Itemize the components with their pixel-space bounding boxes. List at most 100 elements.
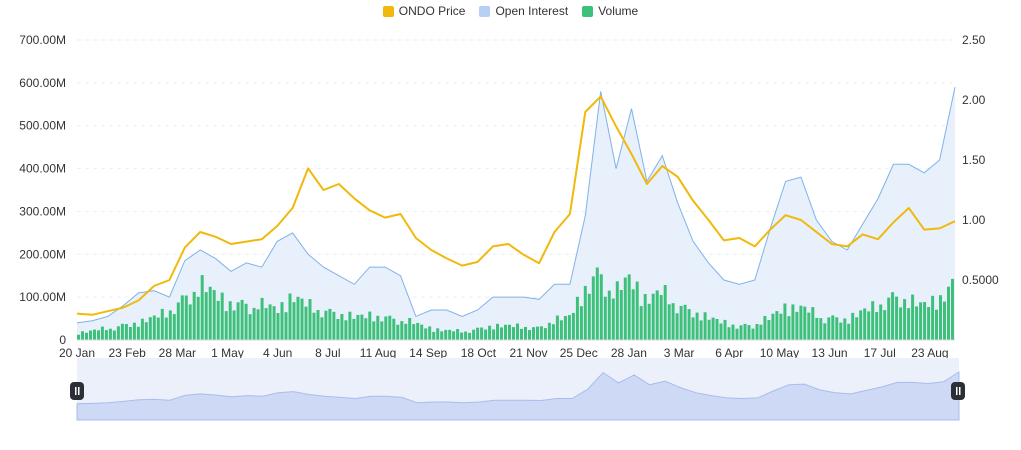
volume-bar xyxy=(855,317,859,340)
volume-bar xyxy=(400,321,404,340)
open-interest-area xyxy=(77,87,955,340)
volume-bar xyxy=(695,312,699,340)
x-tick-label: 20 Jan xyxy=(59,346,95,360)
volume-bar xyxy=(172,314,176,340)
volume-bar xyxy=(755,324,759,340)
volume-bar xyxy=(512,327,515,340)
volume-bar xyxy=(81,331,84,340)
x-tick-label: 17 Jul xyxy=(864,346,896,360)
volume-bar xyxy=(763,316,767,340)
volume-bar xyxy=(871,301,875,340)
volume-bar xyxy=(851,312,855,340)
volume-bar xyxy=(899,307,903,340)
volume-bar xyxy=(112,330,116,340)
volume-bar xyxy=(715,319,719,340)
volume-bar xyxy=(212,290,216,340)
volume-bar xyxy=(204,292,208,340)
volume-bar xyxy=(332,311,336,340)
legend-item-open-interest[interactable]: Open Interest xyxy=(479,4,568,18)
volume-bar xyxy=(480,327,484,340)
volume-bar xyxy=(823,323,827,340)
volume-bar xyxy=(444,329,448,340)
volume-bar xyxy=(476,327,480,340)
volume-bar xyxy=(627,274,631,340)
volume-bar xyxy=(108,328,112,340)
volume-series xyxy=(77,267,954,340)
volume-bar xyxy=(591,276,595,340)
volume-bar xyxy=(164,317,168,340)
volume-bar xyxy=(687,309,691,340)
volume-bar xyxy=(791,304,795,340)
volume-bar xyxy=(184,295,188,340)
volume-bar xyxy=(508,324,511,340)
navigator-area xyxy=(76,371,960,421)
volume-bar xyxy=(124,324,128,340)
legend-item-volume[interactable]: Volume xyxy=(582,4,638,18)
volume-bar xyxy=(424,328,428,340)
volume-bar xyxy=(93,329,96,340)
volume-bar xyxy=(412,324,416,340)
right-handle-box[interactable] xyxy=(951,382,965,400)
volume-bar xyxy=(903,299,907,340)
volume-bar xyxy=(927,307,931,340)
volume-bar xyxy=(675,313,679,340)
volume-bar xyxy=(484,329,488,340)
x-axis: 20 Jan 23 Feb 28 Mar 1 May 4 Jun 8 Jul 11 Aug 1… xyxy=(59,339,955,360)
volume-bar xyxy=(879,304,883,340)
volume-bar xyxy=(799,305,803,340)
volume-bar xyxy=(643,294,647,340)
volume-bar xyxy=(623,277,627,340)
x-tick-label: 21 Nov xyxy=(510,346,548,360)
navigator-left-handle[interactable] xyxy=(70,382,84,400)
volume-bar xyxy=(923,302,927,340)
volume-bar xyxy=(951,278,954,340)
volume-bar xyxy=(128,327,132,340)
volume-bar xyxy=(388,315,392,340)
volume-bar xyxy=(559,320,563,340)
volume-bar xyxy=(635,281,639,340)
volume-bar xyxy=(659,295,663,340)
volume-bar xyxy=(352,318,356,340)
volume-bar xyxy=(663,285,667,340)
volume-bar xyxy=(607,290,611,340)
volume-bar xyxy=(863,308,867,340)
volume-bar xyxy=(707,319,711,340)
left-tick-label: 0 xyxy=(59,333,66,347)
x-tick-label: 1 May xyxy=(211,346,244,360)
volume-bar xyxy=(392,318,396,340)
left-tick-label: 600.00M xyxy=(19,76,66,90)
volume-bar xyxy=(85,332,88,340)
legend-item-ondo-price[interactable]: ONDO Price xyxy=(382,4,465,18)
volume-bar xyxy=(887,297,891,340)
volume-bar xyxy=(488,325,492,340)
volume-bar xyxy=(691,317,695,340)
volume-bar xyxy=(256,309,260,340)
volume-bar xyxy=(464,331,468,340)
volume-bar xyxy=(208,286,212,340)
volume-bar xyxy=(819,318,823,340)
volume-bar xyxy=(839,322,843,340)
volume-bar xyxy=(120,323,124,340)
volume-bar xyxy=(408,318,412,340)
volume-bar xyxy=(647,303,651,340)
volume-bar xyxy=(895,296,899,340)
volume-bar xyxy=(312,312,316,340)
volume-bar xyxy=(304,306,308,340)
volume-bar xyxy=(368,311,372,340)
volume-bar xyxy=(859,310,863,340)
range-navigator xyxy=(70,358,965,421)
volume-bar xyxy=(360,314,364,340)
volume-bar xyxy=(547,322,551,340)
volume-bar xyxy=(671,303,675,340)
volume-bar xyxy=(100,326,104,340)
volume-bar xyxy=(815,317,819,340)
left-handle-box[interactable] xyxy=(70,382,84,400)
volume-bar xyxy=(655,290,659,340)
right-y-axis: 0.5000 1.00 1.50 2.00 2.50 xyxy=(962,33,999,287)
volume-bar xyxy=(719,323,723,340)
legend-swatch-open-interest xyxy=(479,5,491,17)
navigator-right-handle[interactable] xyxy=(951,382,965,400)
volume-bar xyxy=(228,301,232,340)
left-tick-label: 400.00M xyxy=(19,162,66,176)
volume-bar xyxy=(615,281,619,340)
